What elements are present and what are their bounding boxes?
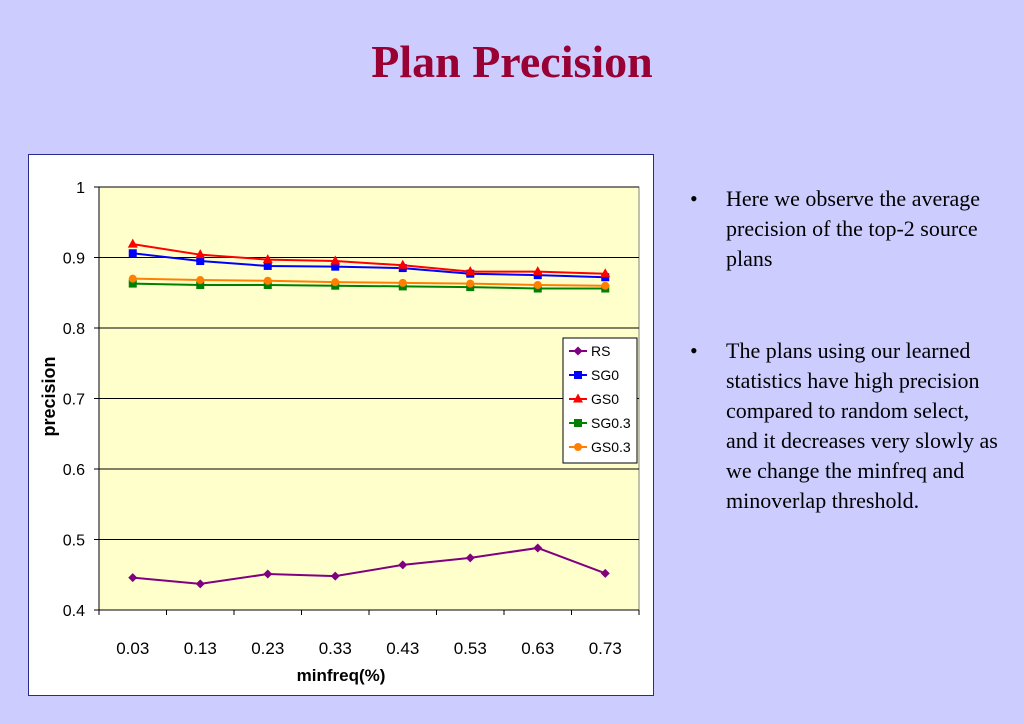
series-line-gs03 <box>132 277 606 287</box>
data-point <box>465 553 475 563</box>
bullet-text: The plans using our learned statistics h… <box>726 338 998 513</box>
series-line-gs0 <box>132 243 606 275</box>
chart-frame: 0.4 0.5 0.6 0.7 0.8 0.9 1 0.03 0.13 0.23 0.33 0.43 0… <box>28 154 654 696</box>
x-tick-label: 0.13 <box>184 639 217 658</box>
data-point <box>195 249 206 259</box>
legend-label: GS0 <box>591 391 619 407</box>
x-tick-label: 0.63 <box>521 639 554 658</box>
data-point <box>196 280 205 289</box>
x-tick-label: 0.73 <box>589 639 622 658</box>
y-tick-label: 0.7 <box>63 392 85 409</box>
data-point <box>263 280 272 289</box>
y-tick-label: 0.9 <box>63 251 85 268</box>
bullet-item: • Here we observe the average precision … <box>684 184 1004 274</box>
bullet-dot-icon: • <box>690 338 698 363</box>
data-point <box>330 571 340 581</box>
legend-marker <box>574 443 582 451</box>
data-point <box>398 560 408 570</box>
series-line-sg0 <box>132 252 606 279</box>
y-tick-label: 1 <box>76 180 85 197</box>
data-point <box>128 573 138 583</box>
data-point <box>533 543 543 553</box>
series-line-sg03 <box>132 282 606 290</box>
data-point <box>466 279 475 288</box>
bullet-text: Here we observe the average precision of… <box>726 186 981 271</box>
y-tick-label: 0.5 <box>63 533 85 550</box>
data-point <box>196 276 205 285</box>
slide-title: Plan Precision <box>371 36 653 87</box>
data-point <box>331 278 340 287</box>
series-line-rs <box>132 546 606 585</box>
data-point <box>195 579 205 589</box>
x-tick-label: 0.03 <box>116 639 149 658</box>
data-point <box>263 261 272 270</box>
legend-marker <box>573 346 583 356</box>
data-point <box>262 254 273 264</box>
data-point <box>331 262 340 271</box>
legend-marker <box>573 393 583 403</box>
y-tick-label: 0.8 <box>63 321 85 338</box>
bullet-item: • The plans using our learned statistics… <box>684 336 1004 516</box>
data-point <box>600 268 611 278</box>
x-tick-label: 0.43 <box>386 639 419 658</box>
data-point <box>127 238 138 248</box>
data-point <box>128 249 137 258</box>
data-point <box>398 278 407 287</box>
x-tick-label: 0.23 <box>251 639 284 658</box>
data-point <box>263 569 273 579</box>
bullet-list: • Here we observe the average precision … <box>684 184 1004 516</box>
data-point <box>128 274 137 283</box>
legend-marker <box>574 371 582 379</box>
y-axis-label: precision <box>39 356 59 436</box>
data-point <box>532 266 543 276</box>
legend-label: SG0 <box>591 367 619 383</box>
precision-line-chart: 0.4 0.5 0.6 0.7 0.8 0.9 1 0.03 0.13 0.23 0.33 0.43 0… <box>39 180 640 685</box>
data-point <box>465 266 476 276</box>
data-point <box>196 257 205 266</box>
data-point <box>601 273 610 282</box>
legend-marker <box>574 419 582 427</box>
data-point <box>330 255 341 265</box>
data-point <box>600 568 610 578</box>
x-tick-label: 0.53 <box>454 639 487 658</box>
bullet-dot-icon: • <box>690 186 698 211</box>
legend-label: GS0.3 <box>591 439 631 455</box>
data-point <box>128 279 137 288</box>
legend-label: RS <box>591 343 610 359</box>
data-point <box>533 271 542 280</box>
data-point <box>601 281 610 290</box>
y-tick-label: 0.4 <box>63 603 85 620</box>
y-tick-label: 0.6 <box>63 462 85 479</box>
x-tick-label: 0.33 <box>319 639 352 658</box>
data-point <box>263 276 272 285</box>
x-axis-label: minfreq(%) <box>297 666 386 685</box>
legend-label: SG0.3 <box>591 415 631 431</box>
data-point <box>533 280 542 289</box>
data-point <box>397 259 408 269</box>
